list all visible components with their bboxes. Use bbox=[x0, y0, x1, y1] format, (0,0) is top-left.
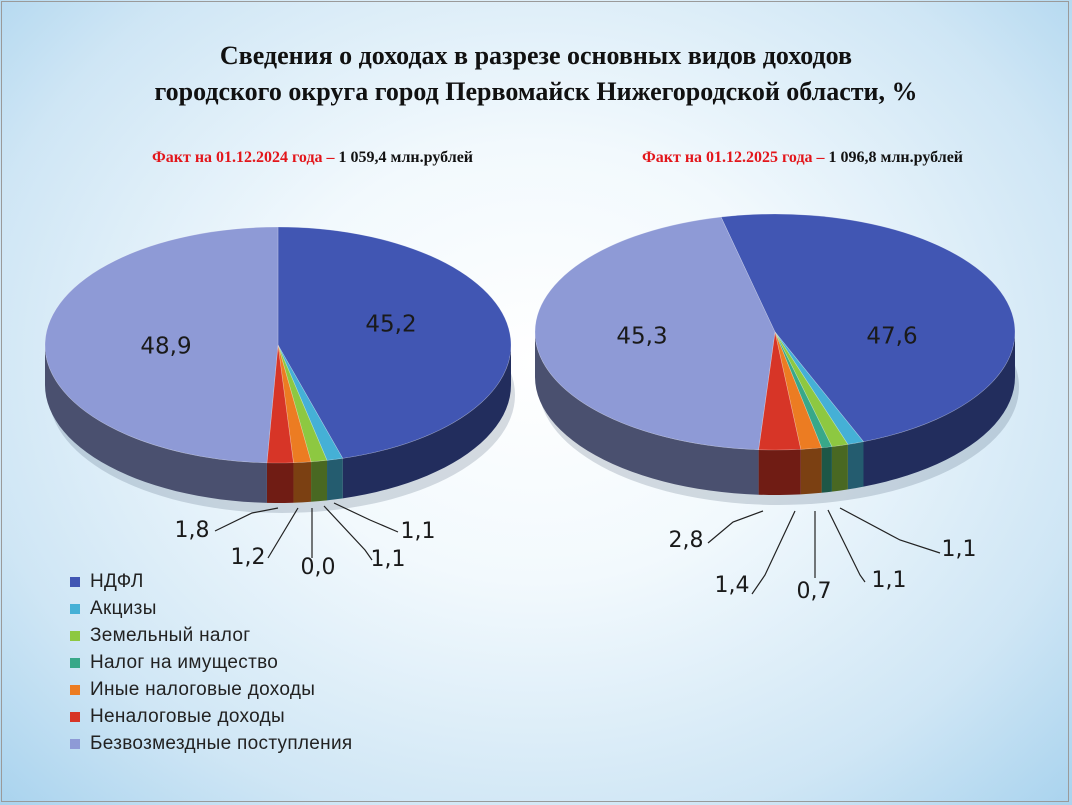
pie-side-неналоговые-доходы bbox=[758, 449, 801, 495]
pie-side-налог-на-имущество bbox=[821, 446, 832, 493]
value-label-налог-на-имущество: 0,7 bbox=[797, 579, 832, 604]
value-label-ндфл: 45,2 bbox=[365, 312, 416, 338]
legend-swatch bbox=[70, 684, 80, 695]
pie-side-акцизы bbox=[327, 458, 343, 501]
legend-label: Акцизы bbox=[90, 597, 157, 619]
pie-side-земельный-налог bbox=[831, 444, 848, 492]
legend-swatch bbox=[70, 738, 80, 749]
legend-label: Земельный налог bbox=[90, 624, 251, 646]
pie-side-иные-налоговые-доходы bbox=[800, 447, 822, 495]
legend: НДФЛ Акцизы Земельный налог Налог на имущес… bbox=[70, 568, 352, 757]
pie-side-безвозмездные-поступления bbox=[535, 332, 759, 495]
legend-swatch bbox=[70, 603, 80, 614]
value-label-иные-налоговые-доходы: 1,4 bbox=[715, 573, 750, 598]
pie-chart-1: 45,2 48,9 1,8 1,2 0,0 1,1 1,1 bbox=[44, 226, 515, 580]
pie-slice-земельный-налог bbox=[277, 344, 328, 463]
pie-slice-акцизы bbox=[277, 344, 344, 461]
pie-side-иные-налоговые-доходы bbox=[293, 461, 312, 503]
pie-slice-земельный-налог bbox=[774, 331, 849, 447]
leader-line-иные-налоговые-доходы bbox=[751, 510, 796, 595]
pie-slice-иные-налоговые-доходы bbox=[277, 344, 312, 464]
pie-slice-акцизы bbox=[774, 331, 865, 445]
leader-line-иные-налоговые-доходы bbox=[267, 507, 299, 559]
chart-title-line2: городского округа город Первомайск Нижег… bbox=[154, 77, 918, 106]
legend-item-иные-налоговые-доходы: Иные налоговые доходы bbox=[70, 676, 352, 703]
chart1-subtitle-date: Факт на 01.12.2024 года – bbox=[152, 149, 335, 166]
legend-item-налог-на-имущество: Налог на имущество bbox=[70, 649, 352, 676]
chart1-subtitle-amount: 1 059,4 млн.рублей bbox=[334, 149, 474, 166]
pie-slice-безвозмездные-поступления bbox=[44, 226, 279, 464]
value-label-акцизы: 1,1 bbox=[942, 537, 977, 562]
legend-label: Безвозмездные поступления bbox=[90, 732, 353, 754]
pie-side-безвозмездные-поступления bbox=[45, 345, 267, 503]
legend-swatch bbox=[70, 630, 80, 641]
chart2-subtitle: Факт на 01.12.2025 года – 1 096,8 млн.ру… bbox=[642, 149, 963, 167]
value-label-безвозмездные-поступления: 48,9 bbox=[140, 334, 191, 360]
pie-slice-налог-на-имущество bbox=[774, 331, 833, 449]
leader-line-акцизы bbox=[839, 507, 941, 554]
chart2-subtitle-date: Факт на 01.12.2025 года – bbox=[642, 149, 825, 166]
legend-swatch bbox=[70, 711, 80, 722]
leader-line-земельный-налог bbox=[827, 509, 866, 583]
pie-side-акцизы bbox=[847, 441, 864, 490]
legend-item-неналоговые-доходы: Неналоговые доходы bbox=[70, 703, 352, 730]
value-label-земельный-налог: 1,1 bbox=[872, 568, 907, 593]
chart1-subtitle: Факт на 01.12.2024 года – 1 059,4 млн.ру… bbox=[152, 149, 473, 167]
value-label-неналоговые-доходы: 2,8 bbox=[669, 528, 704, 553]
pie-side-ндфл bbox=[863, 332, 1015, 487]
leader-line-неналоговые-доходы bbox=[214, 507, 279, 532]
pie-slice-иные-налоговые-доходы bbox=[774, 331, 823, 450]
value-label-земельный-налог: 1,1 bbox=[371, 547, 406, 572]
pie-chart-2: 47,6 45,3 2,8 1,4 0,7 1,1 1,1 bbox=[534, 213, 1019, 604]
pie-slice-ндфл bbox=[277, 226, 512, 459]
chart2-subtitle-amount: 1 096,8 млн.рублей bbox=[824, 149, 964, 166]
legend-item-земельный-налог: Земельный налог bbox=[70, 622, 352, 649]
legend-item-безвозмездные-поступления: Безвозмездные поступления bbox=[70, 730, 352, 757]
leader-line-земельный-налог bbox=[323, 505, 373, 561]
pie-side-земельный-налог bbox=[311, 460, 328, 502]
legend-label: Неналоговые доходы bbox=[90, 705, 285, 727]
pie-slice-безвозмездные-поступления bbox=[534, 216, 776, 451]
legend-label: Налог на имущество bbox=[90, 651, 279, 673]
legend-item-ндфл: НДФЛ bbox=[70, 568, 352, 595]
legend-swatch bbox=[70, 657, 80, 668]
value-label-иные-налоговые-доходы: 1,2 bbox=[231, 545, 266, 570]
leader-line-акцизы bbox=[333, 502, 399, 533]
legend-label: НДФЛ bbox=[90, 570, 144, 592]
legend-swatch bbox=[70, 576, 80, 587]
chart-title: Сведения о доходах в разрезе основных ви… bbox=[0, 38, 1072, 110]
pie-slice-неналоговые-доходы bbox=[758, 331, 802, 451]
value-label-ндфл: 47,6 bbox=[866, 324, 917, 350]
pie-slice-ндфл bbox=[720, 213, 1016, 443]
value-label-налог-на-имущество: 0,0 bbox=[301, 555, 336, 580]
pie-slice-неналоговые-доходы bbox=[266, 344, 294, 464]
pie-side-неналоговые-доходы bbox=[266, 462, 294, 503]
legend-item-акцизы: Акцизы bbox=[70, 595, 352, 622]
leader-line-неналоговые-доходы bbox=[707, 510, 764, 544]
value-label-безвозмездные-поступления: 45,3 bbox=[616, 324, 667, 350]
chart-title-line1: Сведения о доходах в разрезе основных ви… bbox=[219, 41, 853, 70]
legend-label: Иные налоговые доходы bbox=[90, 678, 316, 700]
value-label-акцизы: 1,1 bbox=[401, 519, 436, 544]
value-label-неналоговые-доходы: 1,8 bbox=[175, 518, 210, 543]
pie-side-ндфл bbox=[342, 345, 511, 499]
